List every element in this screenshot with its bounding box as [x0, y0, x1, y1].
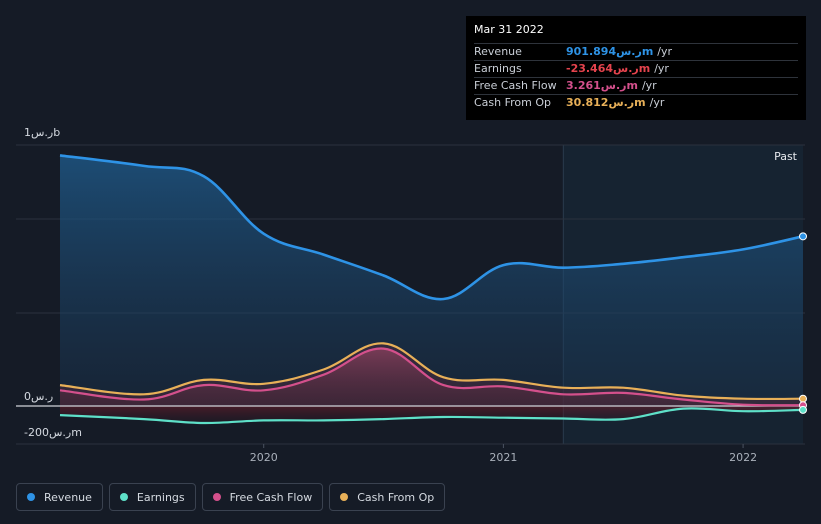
revenue-line	[59, 154, 804, 301]
y-tick-label: 0ر.س	[24, 390, 53, 403]
tooltip-label: Earnings	[474, 62, 522, 75]
legend-label: Cash From Op	[357, 490, 435, 504]
tooltip-row-revenue: Revenue 901.894ر.سm /yr	[474, 43, 798, 60]
legend-item-earnings[interactable]: Earnings	[108, 483, 196, 511]
legend-item-cash-from-op[interactable]: Cash From Op	[329, 483, 446, 511]
free-cash-flow-area	[59, 348, 803, 406]
cash-from-op-end-point	[799, 394, 807, 403]
tooltip-row-earnings: Earnings -23.464ر.سm /yr	[474, 60, 798, 77]
x-tick-label: 2020	[250, 451, 278, 464]
tooltip-value: -23.464ر.سm	[566, 62, 651, 75]
earnings-end-point	[799, 405, 807, 414]
tooltip-value: 901.894ر.سm	[566, 45, 654, 58]
legend: Revenue Earnings Free Cash Flow Cash Fro…	[16, 483, 446, 511]
legend-dot-icon	[27, 493, 35, 501]
revenue-end-point	[799, 232, 807, 241]
legend-label: Free Cash Flow	[229, 490, 313, 504]
tooltip-label: Revenue	[474, 45, 522, 58]
tooltip-row-free-cash-flow: Free Cash Flow 3.261ر.سm /yr	[474, 77, 798, 94]
past-label: Past	[774, 150, 798, 163]
x-tick-label: 2022	[729, 451, 757, 464]
tooltip-unit: /yr	[649, 96, 665, 109]
tooltip-unit: /yr	[641, 79, 657, 92]
cash-from-op-line	[59, 342, 804, 401]
earnings-line	[59, 407, 804, 425]
tooltip-label: Free Cash Flow	[474, 79, 557, 92]
legend-label: Revenue	[44, 490, 92, 504]
tooltip-value: 3.261ر.سm	[566, 79, 638, 92]
legend-item-free-cash-flow[interactable]: Free Cash Flow	[201, 483, 324, 511]
legend-dot-icon	[340, 493, 349, 501]
free-cash-flow-line	[59, 347, 804, 407]
y-tick-label: -200ر.سm	[24, 426, 82, 439]
y-tick-label: 1ر.سb	[24, 126, 60, 139]
tooltip-unit: /yr	[654, 62, 669, 75]
tooltip-date: Mar 31 2022	[474, 23, 544, 36]
legend-label: Earnings	[136, 490, 185, 504]
tooltip-row-cash-from-op: Cash From Op 30.812ر.سm /yr	[474, 94, 798, 111]
legend-dot-icon	[119, 493, 128, 501]
legend-item-revenue[interactable]: Revenue	[16, 483, 103, 511]
tooltip-unit: /yr	[657, 45, 673, 58]
x-tick-label: 2021	[489, 451, 517, 464]
tooltip-value: 30.812ر.سm	[566, 96, 646, 109]
tooltip: Mar 31 2022 Revenue 901.894ر.سm /yr Earn…	[466, 16, 806, 120]
legend-dot-icon	[212, 493, 221, 501]
tooltip-label: Cash From Op	[474, 96, 552, 109]
